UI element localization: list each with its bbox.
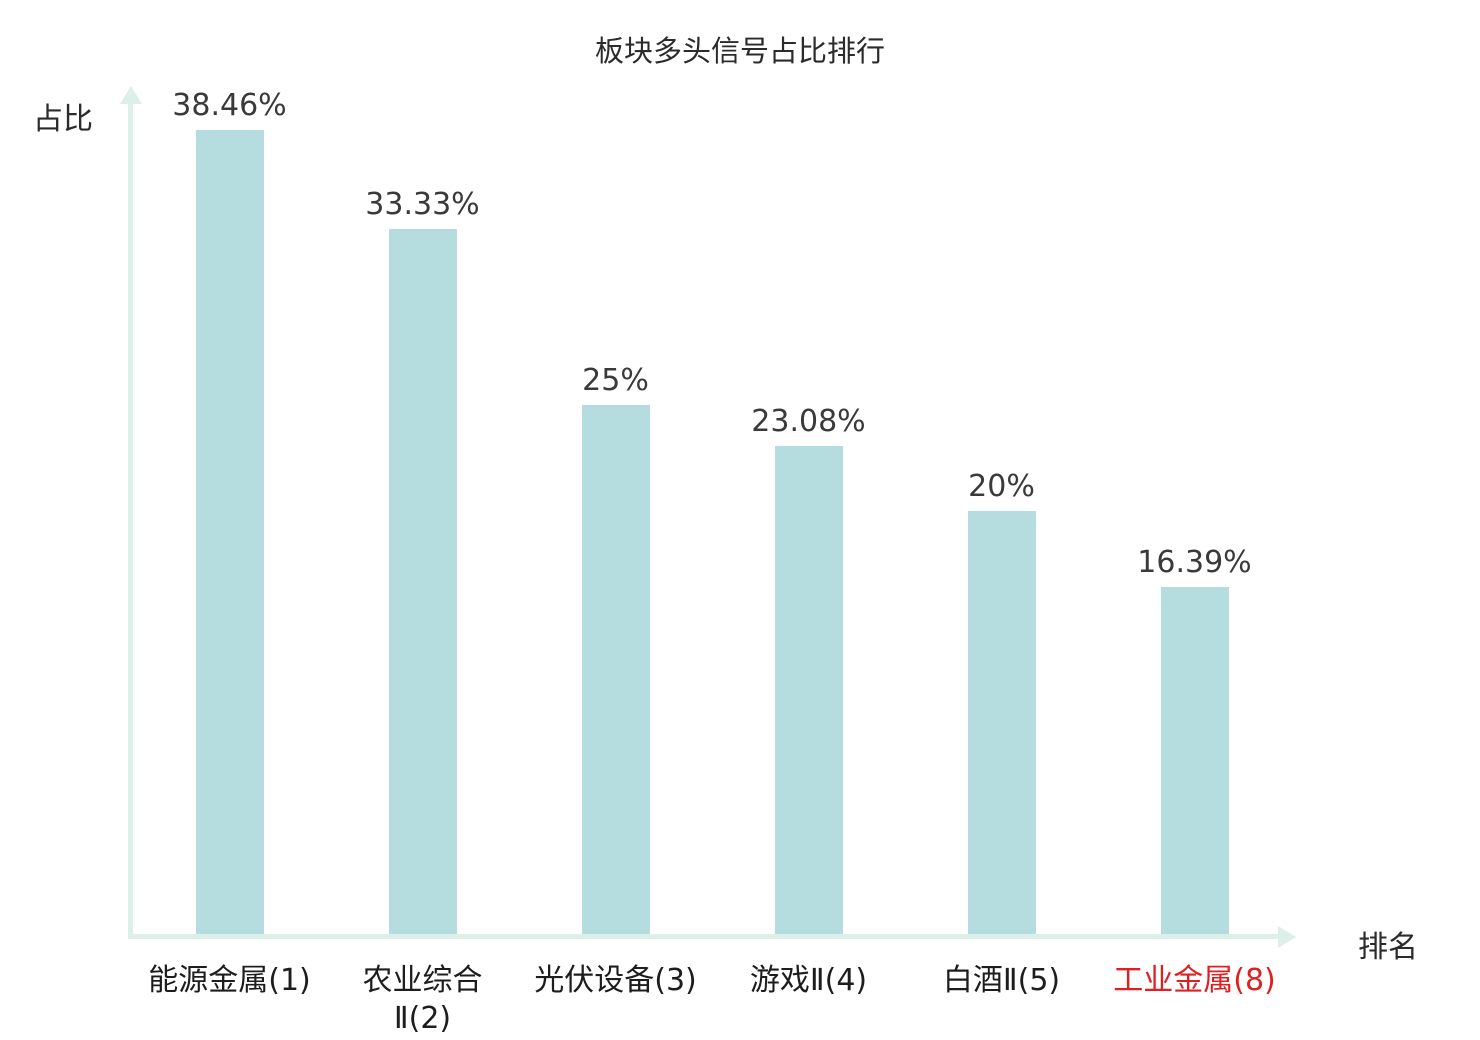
bar-value-label: 33.33% <box>365 187 480 223</box>
category-axis: 能源金属(1) 农业综合 Ⅱ(2) 光伏设备(3) 游戏Ⅱ(4) 白酒Ⅱ(5) 工业金属(… <box>133 962 1291 1037</box>
bar <box>195 130 264 934</box>
x-axis-label: 排名 <box>1358 930 1418 965</box>
bar-group: 25% <box>519 88 712 934</box>
bar-group: 38.46% <box>133 88 326 934</box>
category-label: 能源金属(1) <box>148 963 311 998</box>
bar-group: 20% <box>905 88 1098 934</box>
category-label: 农业综合 Ⅱ(2) <box>362 963 483 1036</box>
bar-group: 23.08% <box>712 88 905 934</box>
bar-value-label: 16.39% <box>1137 545 1252 581</box>
bar <box>774 445 843 934</box>
bar-value-label: 25% <box>582 363 649 399</box>
y-axis-line <box>128 102 133 939</box>
chart-title: 板块多头信号占比排行 <box>594 34 885 68</box>
bar <box>388 229 457 934</box>
bar-value-label: 38.46% <box>172 88 287 123</box>
category-label: 光伏设备(3) <box>534 963 697 998</box>
bar <box>1160 587 1229 934</box>
bar-group: 33.33% <box>326 88 519 934</box>
bar-value-label: 23.08% <box>751 403 866 439</box>
bar-value-label: 20% <box>968 469 1035 504</box>
plot-area: 38.46% 33.33% 25% 23.08% 20% 16.39% <box>133 88 1291 934</box>
category-label: 工业金属(8) <box>1113 963 1276 998</box>
y-axis-arrow-icon <box>120 86 142 104</box>
x-axis-arrow-icon <box>1278 925 1296 948</box>
x-axis-line <box>128 934 1280 939</box>
bar <box>967 511 1036 934</box>
y-axis-label: 占比 <box>33 102 93 137</box>
bar-group: 16.39% <box>1098 88 1291 934</box>
category-label: 白酒Ⅱ(5) <box>942 963 1061 998</box>
bar <box>581 405 650 934</box>
category-label: 游戏Ⅱ(4) <box>749 963 868 998</box>
